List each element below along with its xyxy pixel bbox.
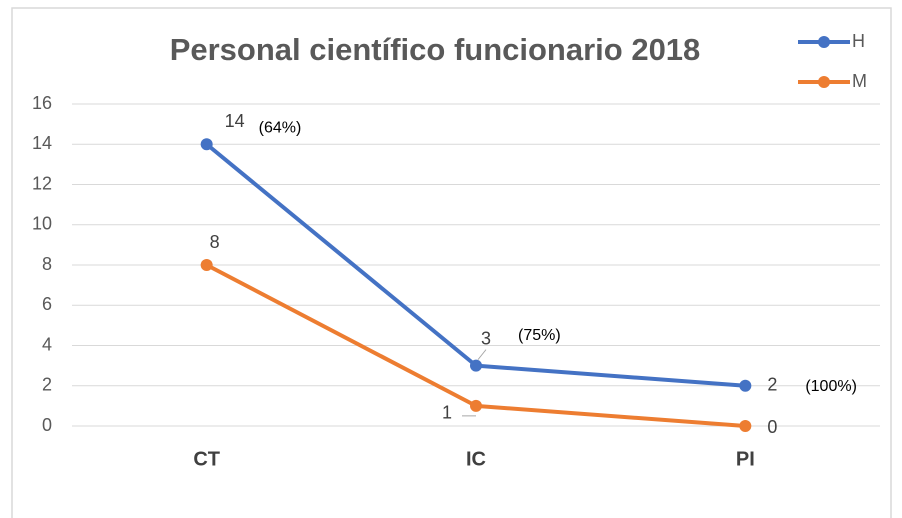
chart-frame bbox=[11, 7, 892, 518]
y-tick-label: 16 bbox=[32, 93, 52, 113]
y-tick-label: 0 bbox=[42, 415, 52, 435]
chart-title: Personal científico funcionario 2018 bbox=[170, 32, 701, 67]
y-tick-label: 2 bbox=[42, 375, 52, 395]
data-label: 1 bbox=[442, 403, 452, 423]
y-tick-label: 14 bbox=[32, 133, 52, 153]
point bbox=[470, 359, 482, 372]
data-label: 8 bbox=[210, 232, 220, 252]
point bbox=[200, 259, 213, 271]
x-tick-label: IC bbox=[466, 448, 486, 470]
data-label: 0 bbox=[767, 417, 777, 437]
data-label: 3 bbox=[481, 328, 491, 348]
legend-marker bbox=[818, 76, 830, 88]
data-label: 2 bbox=[767, 375, 777, 395]
point bbox=[739, 379, 752, 392]
data-label: 14 bbox=[225, 111, 245, 131]
point bbox=[470, 399, 482, 412]
y-tick-label: 12 bbox=[32, 173, 52, 193]
legend-marker bbox=[818, 36, 830, 48]
annotation: (100%) bbox=[805, 378, 857, 395]
x-tick-label: CT bbox=[193, 448, 220, 470]
legend-label: H bbox=[852, 31, 865, 51]
y-tick-label: 4 bbox=[42, 334, 52, 354]
leader-line bbox=[477, 349, 487, 360]
annotation: (75%) bbox=[518, 327, 561, 344]
y-tick-label: 6 bbox=[42, 294, 52, 314]
point bbox=[200, 138, 213, 151]
x-tick-label: PI bbox=[736, 448, 755, 470]
point bbox=[739, 420, 752, 432]
y-tick-label: 10 bbox=[32, 214, 52, 234]
annotation: (64%) bbox=[259, 119, 302, 136]
legend-label: M bbox=[852, 71, 867, 91]
y-tick-label: 8 bbox=[42, 254, 52, 274]
